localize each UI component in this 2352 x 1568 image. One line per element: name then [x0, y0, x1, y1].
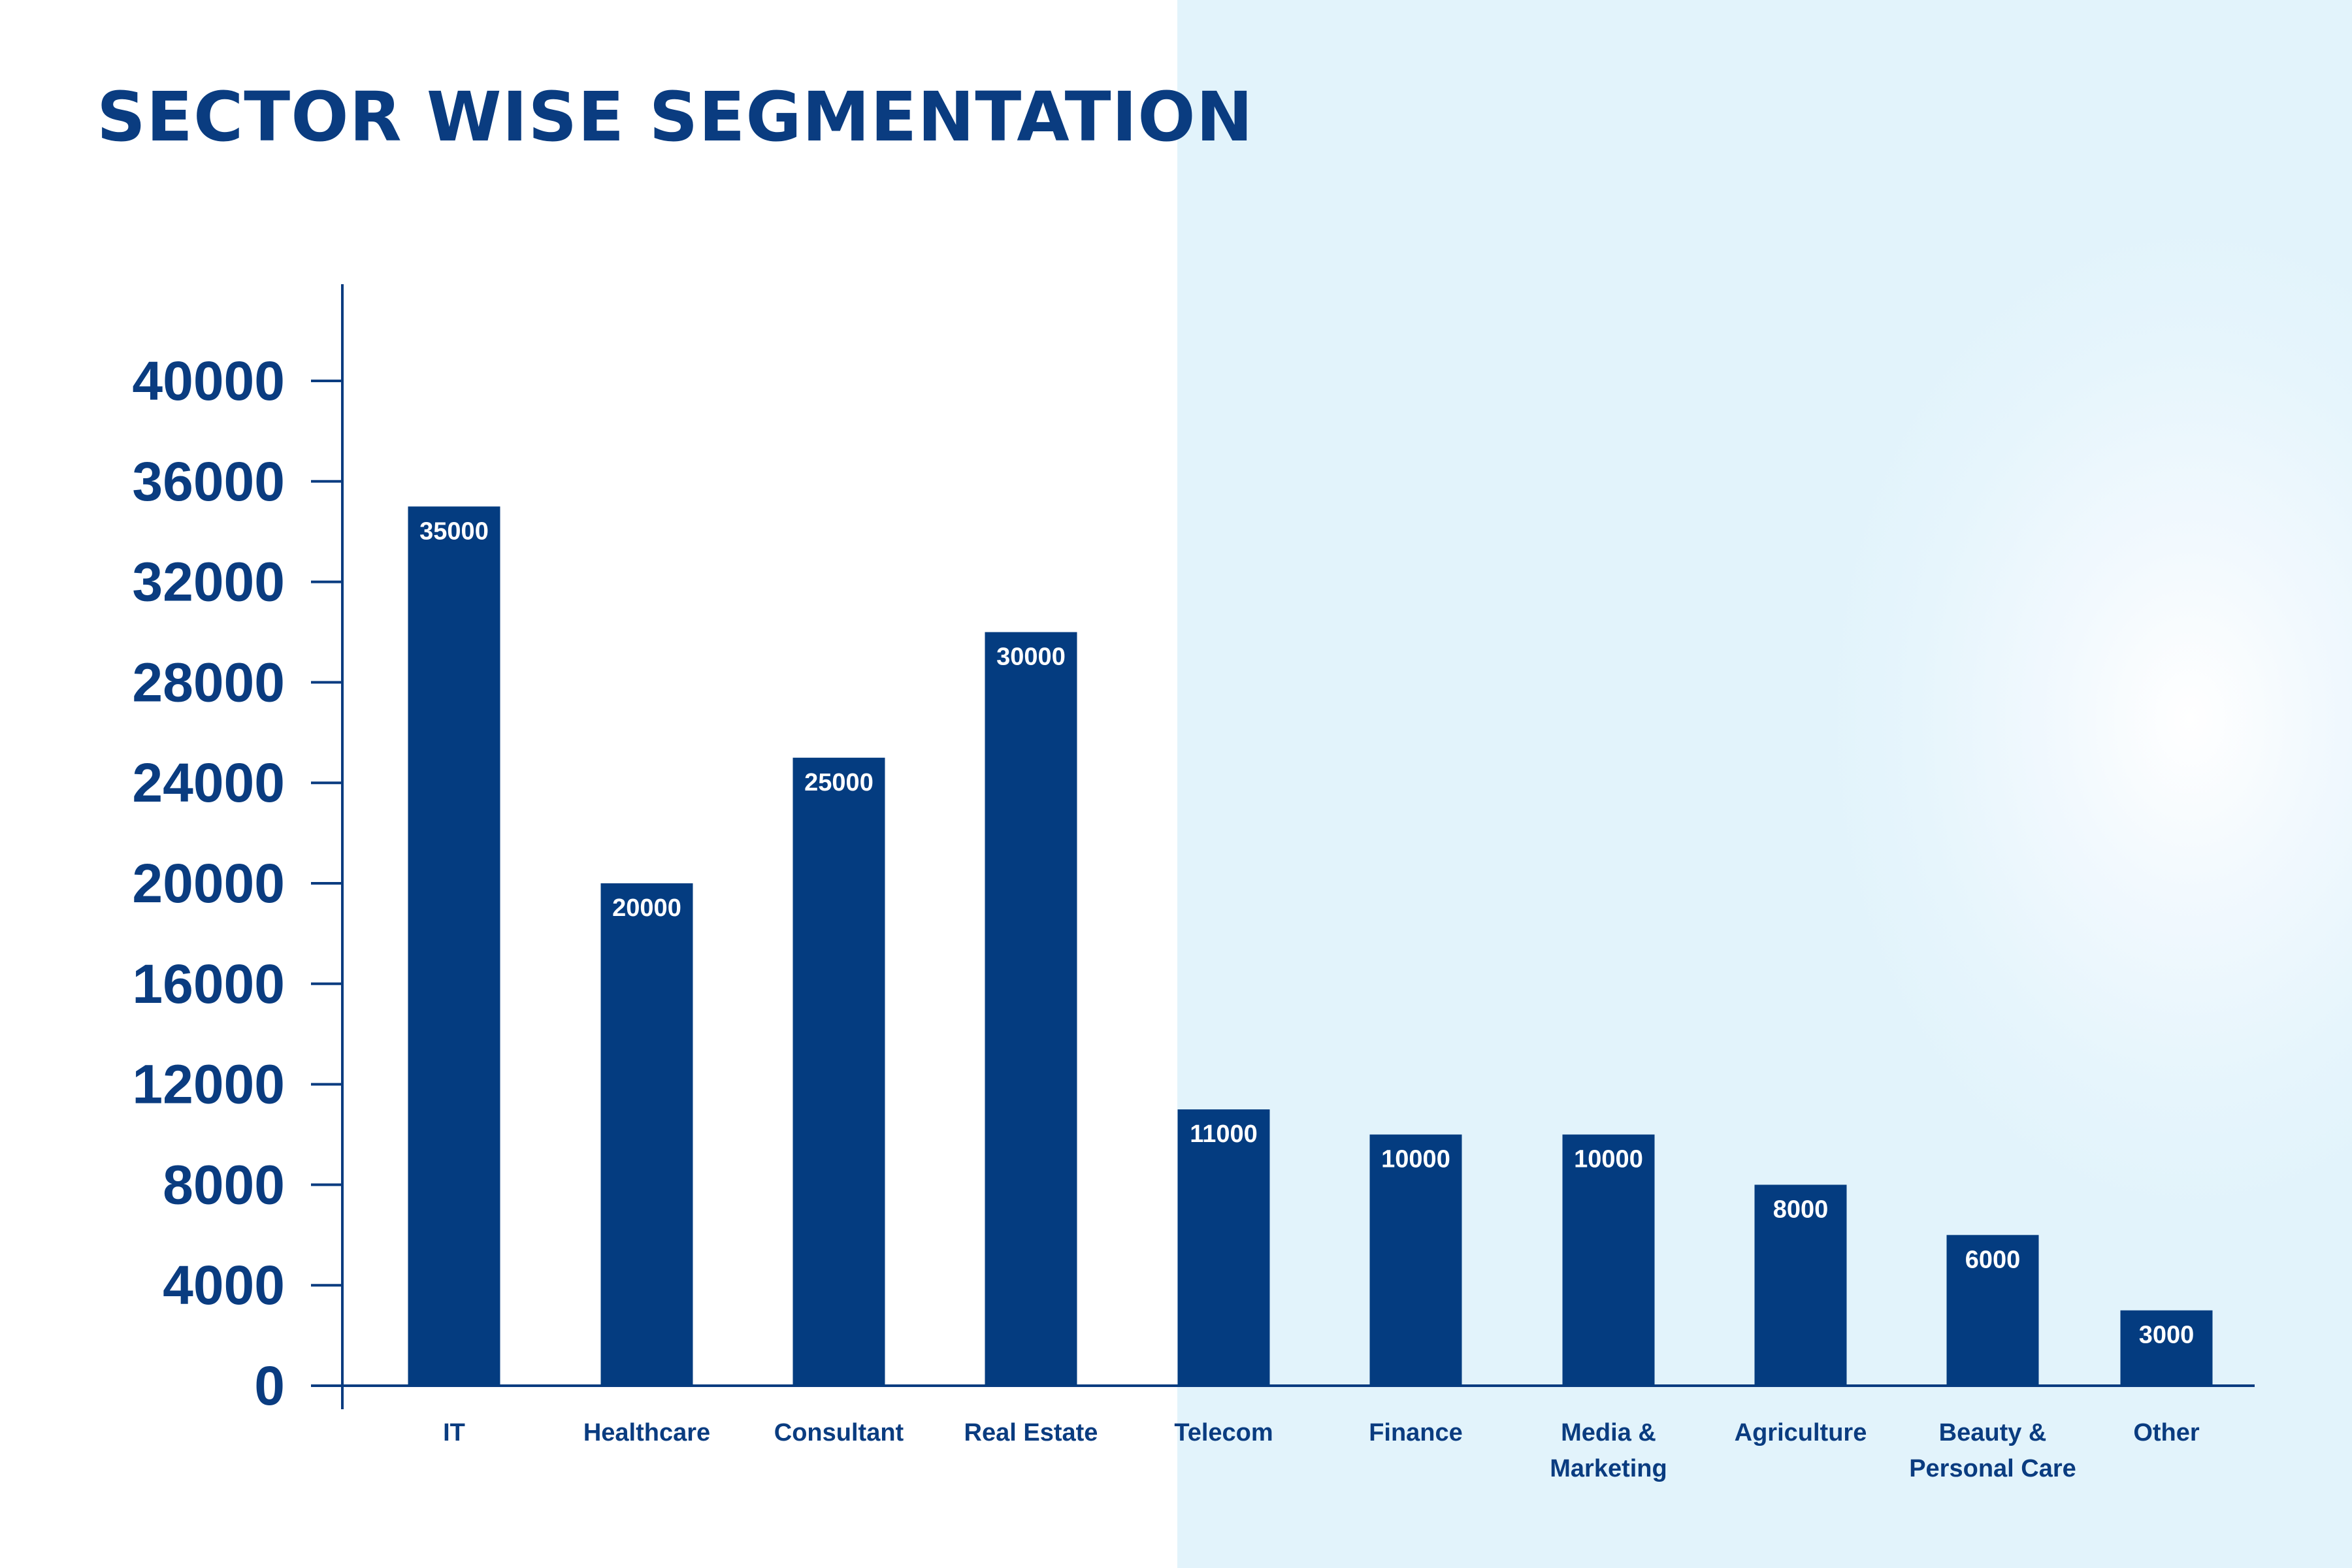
y-tick-label: 20000 [132, 853, 285, 914]
x-tick-label-line: Beauty & [1939, 1419, 2047, 1446]
x-tick-label-line: Marketing [1550, 1455, 1667, 1482]
data-label: 25000 [804, 769, 874, 796]
y-tick-label: 28000 [132, 651, 285, 713]
data-label: 3000 [2139, 1322, 2195, 1349]
x-tick-label-line: Real Estate [964, 1419, 1098, 1446]
x-tick-label-line: Finance [1369, 1419, 1463, 1446]
bar [408, 506, 500, 1386]
bar [2120, 1310, 2213, 1386]
x-axis: IT Healthcare Consultant Real Estate Telecom… [311, 1384, 2255, 1482]
x-tick-label-line: IT [443, 1419, 465, 1446]
data-label: 35000 [419, 517, 489, 545]
bar [985, 632, 1077, 1386]
x-tick-label: Healthcare [583, 1419, 710, 1446]
y-tick-label: 8000 [163, 1154, 285, 1215]
data-label: 30000 [996, 644, 1066, 671]
x-tick-label-line: Healthcare [583, 1419, 710, 1446]
data-label: 6000 [1965, 1246, 2021, 1273]
page-title: SECTOR WISE SEGMENTATION [97, 77, 1254, 157]
data-label: 10000 [1381, 1146, 1450, 1173]
y-tick-label: 40000 [132, 350, 285, 412]
x-tick-label: Real Estate [964, 1419, 1098, 1446]
x-tick-label-line: Consultant [774, 1419, 904, 1446]
x-tick-label: Consultant [774, 1419, 904, 1446]
x-tick-label-line: Other [2133, 1419, 2200, 1446]
x-tick-label-line: Personal Care [1909, 1455, 2076, 1482]
bar [1369, 1134, 1462, 1386]
y-tick-label: 12000 [132, 1054, 285, 1115]
x-tick-label: Agriculture [1735, 1419, 1867, 1446]
x-tick-label: Telecom [1174, 1419, 1273, 1446]
x-tick-label-line: Agriculture [1735, 1419, 1867, 1446]
y-tick-label: 32000 [132, 551, 285, 613]
bar [1177, 1109, 1270, 1386]
x-tick-label: Beauty & Personal Care [1909, 1419, 2076, 1482]
data-label: 20000 [612, 894, 681, 922]
x-tick-label: Finance [1369, 1419, 1463, 1446]
x-tick-label-line: Telecom [1174, 1419, 1273, 1446]
y-tick-label: 16000 [132, 953, 285, 1015]
x-tick-label: Other [2133, 1419, 2200, 1446]
bar [1754, 1184, 1847, 1386]
bar [1562, 1134, 1655, 1386]
data-label: 8000 [1773, 1196, 1829, 1223]
y-axis: 0 4000 8000 12000 16000 20000 24000 28000 32000 3… [132, 284, 344, 1416]
x-tick-label-line: Media & [1561, 1419, 1656, 1446]
data-label: 10000 [1574, 1146, 1643, 1173]
bar [792, 757, 885, 1386]
y-tick-label: 36000 [132, 451, 285, 512]
y-tick-label: 0 [254, 1355, 285, 1416]
y-tick-label: 4000 [163, 1254, 285, 1316]
bar [600, 883, 693, 1386]
data-label: 11000 [1190, 1120, 1258, 1148]
bars: 35000 20000 25000 30000 11000 10000 10000 8000 6… [408, 506, 2213, 1386]
y-tick-label: 24000 [132, 752, 285, 813]
bar [1946, 1235, 2039, 1386]
x-tick-label: IT [443, 1419, 465, 1446]
x-tick-label: Media & Marketing [1550, 1419, 1667, 1482]
